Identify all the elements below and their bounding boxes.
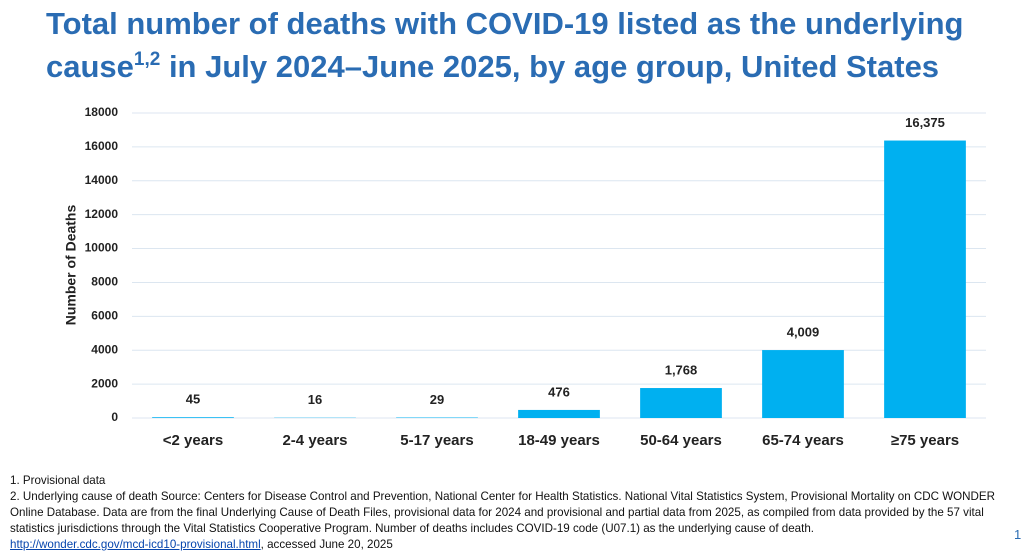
accessed-text: , accessed June 20, 2025 [260, 538, 393, 551]
bar [640, 388, 722, 418]
value-label: 476 [548, 384, 570, 399]
y-axis-label: Number of Deaths [63, 205, 79, 326]
bar [762, 350, 844, 418]
title-superscript: 1,2 [133, 49, 161, 70]
y-tick-label: 16000 [85, 139, 119, 153]
x-tick-label: 2-4 years [282, 432, 347, 449]
y-tick-label: 10000 [85, 241, 119, 255]
value-label: 4,009 [787, 325, 820, 340]
value-label: 29 [430, 392, 444, 407]
footnotes: 1. Provisional data 2. Underlying cause … [10, 473, 1010, 553]
source-link[interactable]: http://wonder.cdc.gov/mcd-icd10-provisio… [10, 538, 261, 551]
chart: Number of Deaths 0 2000 4000 6000 8000 10000 1… [63, 105, 986, 449]
y-tick-label: 14000 [85, 173, 119, 187]
value-label: 16 [308, 392, 322, 407]
value-label: 16,375 [905, 115, 945, 130]
footnote: 1. Provisional data [10, 474, 106, 487]
title-text: in July 2024–June 2025, by age group, Un… [160, 49, 940, 84]
y-tick-label: 0 [111, 410, 118, 424]
value-label: 1,768 [665, 362, 698, 377]
y-tick-label: 18000 [85, 105, 119, 119]
y-tick-label: 2000 [91, 376, 118, 390]
x-tick-label: 65-74 years [762, 432, 844, 449]
footnote-text: 2. Underlying cause of death Source: Cen… [10, 490, 996, 535]
footnote: 2. Underlying cause of death Source: Cen… [10, 489, 1010, 553]
y-tick-label: 12000 [85, 207, 119, 221]
bar [152, 417, 234, 418]
x-tick-label: 50-64 years [640, 432, 722, 449]
x-tick-label: <2 years [163, 432, 223, 449]
title-text: Total number of deaths with COVID-19 lis… [46, 6, 964, 84]
y-tick-label: 4000 [91, 342, 118, 356]
value-label: 45 [186, 392, 200, 407]
x-tick-label: 5-17 years [400, 432, 473, 449]
bar [518, 409, 600, 418]
y-tick-label: 8000 [91, 275, 118, 289]
y-tick-label: 6000 [91, 309, 118, 323]
page-number: 1 [1014, 527, 1022, 542]
chart-title: Total number of deaths with COVID-19 lis… [46, 2, 1006, 88]
bar [884, 140, 966, 418]
x-tick-label: ≥75 years [891, 432, 959, 449]
x-tick-label: 18-49 years [518, 432, 600, 449]
